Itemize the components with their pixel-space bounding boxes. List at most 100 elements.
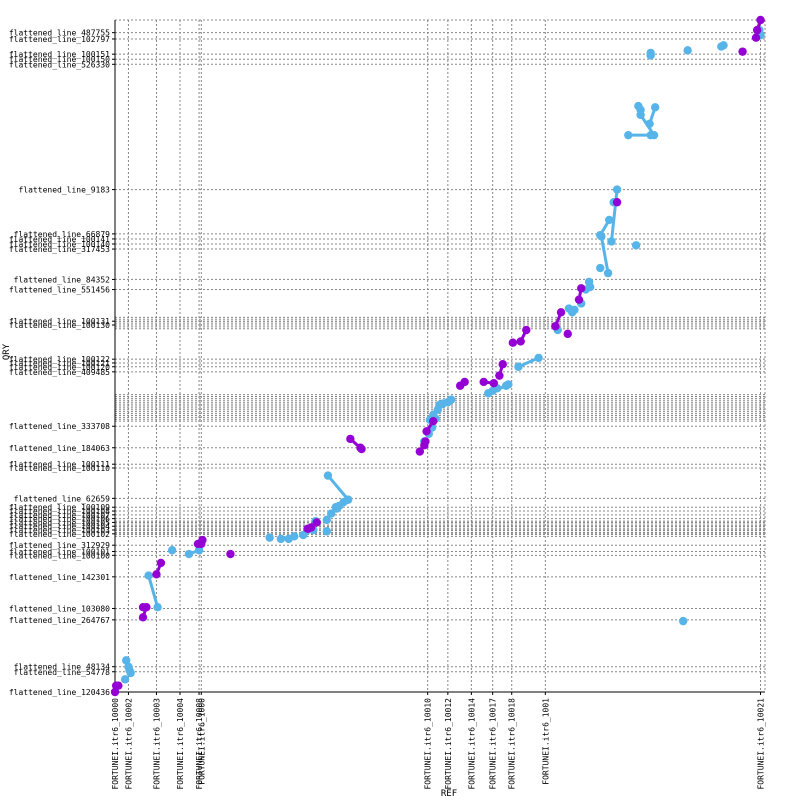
y-tick-label: flattened_line_526330 [9,60,110,69]
alignment-point [415,447,425,456]
y-tick-label: flattened_line_551456 [9,286,110,295]
x-tick-label: FORTUNEI.itr6_10000 [111,698,120,790]
x-tick-label: FORTUNEI.itr6_10018 [508,698,517,790]
y-tick-label: flattened_line_100100 [9,551,110,560]
y-tick-label: flattened_line_66879 [14,230,111,239]
y-tick-label: flattened_line_84352 [14,275,111,284]
y-tick-label: flattened_line_100141 [9,235,110,244]
y-tick-label: flattened_line_120436 [9,688,110,697]
y-tick-label: flattened_line_100101 [9,548,110,557]
alignment-point [508,338,518,347]
y-tick-label: flattened_line_100130 [9,321,110,330]
y-tick-label: flattened_line_54778 [14,668,111,677]
alignment-point [110,687,120,697]
alignment-point [751,33,761,42]
alignment-point [138,603,148,612]
x-tick-label: FORTUNEI.itr6_10003 [152,698,161,790]
y-tick-label: flattened_line_100151 [9,50,110,59]
alignment-point [650,103,660,112]
y-tick-label: flattened_line_100104 [9,522,110,531]
y-tick-label: flattened_line_184063 [9,444,110,453]
y-tick-label: flattened_line_100109 [9,503,110,512]
x-tick-label: FORTUNEI.itr6_10008 [195,698,204,790]
alignment-segment [599,234,610,275]
alignment-point [551,322,560,331]
alignment-point [504,380,513,389]
y-tick-label: flattened_line_264767 [9,616,110,625]
y-tick-label: flattened_line_100140 [9,240,110,249]
alignment-point [646,130,655,140]
alignment-point [678,616,688,626]
alignment-point [120,675,130,684]
y-tick-label: flattened_line_333708 [9,422,110,431]
alignment-point [306,523,316,532]
alignment-point [122,656,131,665]
alignment-point [756,15,765,25]
alignment-point [460,377,469,387]
alignment-point [125,666,134,675]
y-tick-label: flattened_line_409485 [9,368,110,377]
alignment-point [265,533,274,542]
y-tick-label: flattened_line_100110 [9,464,110,473]
alignment-point [429,416,438,426]
y-tick-label: flattened_line_142301 [9,573,110,582]
alignment-point [646,48,655,58]
alignment-point [556,308,566,317]
alignment-point [514,362,523,371]
alignment-point [683,46,692,55]
alignment-point [636,105,645,115]
alignment-point [489,379,498,388]
alignment-point [605,215,614,225]
alignment-point [276,534,286,544]
y-tick-label: flattened_line_100107 [9,511,110,520]
alignment-point [516,337,525,346]
alignment-point [327,509,336,518]
y-tick-label: flattened_line_100120 [9,363,110,372]
alignment-point [156,558,166,568]
x-tick-label: FORTUNEI.itr6_10014 [467,698,476,790]
x-tick-label: FORTUNEI.itr6_10017 [489,698,498,790]
alignment-point [323,471,333,480]
alignment-point [577,284,586,293]
alignment-point [421,437,430,446]
alignment-segment [326,474,350,502]
alignment-point [624,130,633,140]
alignment-point [443,397,453,407]
alignment-point [597,232,606,241]
alignment-point [612,185,622,194]
alignment-point [167,546,177,555]
alignment-point [738,47,747,56]
alignment-point [596,263,605,273]
y-tick-label: flattened_line_100150 [9,55,110,64]
alignment-point [346,434,355,444]
alignment-point [226,549,235,559]
y-tick-label: flattened_line_102797 [9,35,110,44]
alignment-point [574,295,584,304]
alignment-point [422,427,431,436]
alignment-point [564,304,574,313]
alignment-point [312,518,321,527]
x-tick-label: FORTUNEI.itr6_1000 [197,698,206,785]
y-tick-label: flattened_line_100102 [9,530,110,539]
y-tick-label: flattened_line_103080 [9,604,110,613]
alignment-point [138,613,148,622]
series-layer [110,15,765,697]
y-tick-label: flattened_line_100122 [9,355,110,364]
alignment-point [631,241,641,250]
y-tick-label: flattened_line_312929 [9,541,110,550]
alignment-point [719,41,728,50]
alignment-point [479,377,488,387]
alignment-point [322,515,332,525]
alignment-point [197,539,206,549]
y-tick-label: flattened_line_9183 [18,186,110,195]
alignment-point [584,277,594,287]
x-tick-label: FORTUNEI.itr6_10010 [424,698,433,790]
x-tick-label: FORTUNEI.itr6_1001 [541,698,550,785]
alignment-point [607,237,616,246]
y-tick-label: flattened_line_100131 [9,317,110,326]
alignment-point [356,443,365,452]
y-tick-label: flattened_line_317453 [9,245,110,254]
y-tick-label: flattened_line_100108 [9,507,110,516]
